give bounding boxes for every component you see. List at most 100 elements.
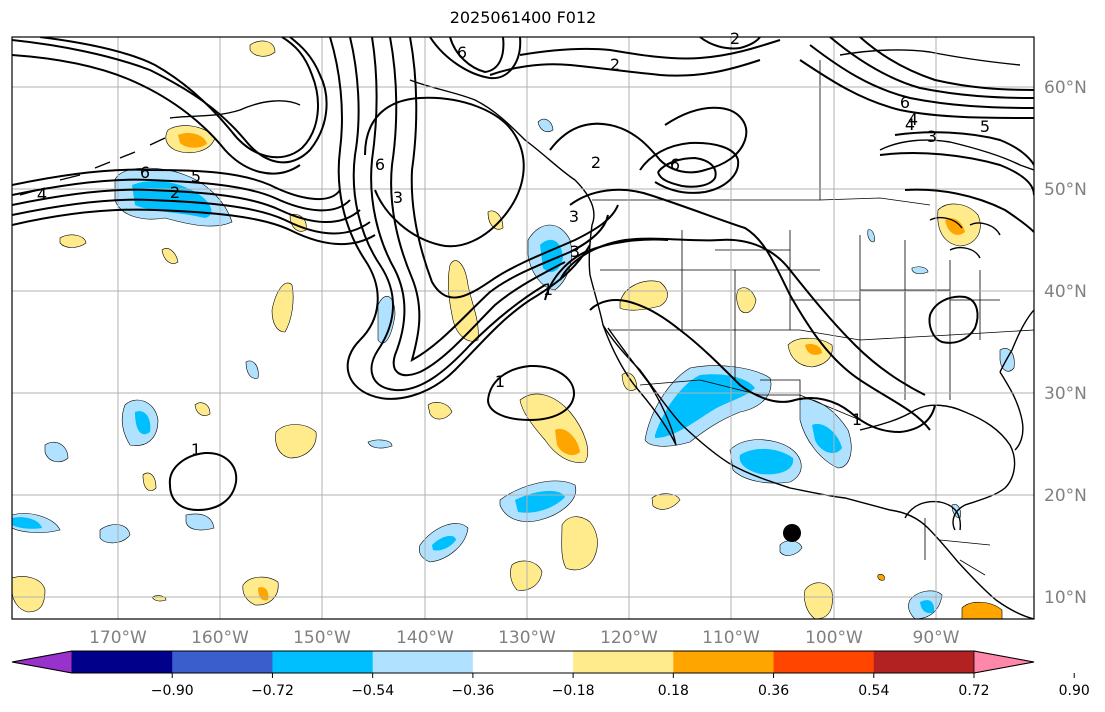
- latitude-label: 50°N: [1044, 180, 1087, 200]
- contour-line: [12, 178, 351, 212]
- yellow-area: [142, 472, 157, 491]
- great-lakes: [929, 216, 1001, 259]
- blue-area: [867, 229, 875, 243]
- contour-line: [329, 37, 591, 400]
- contour-line: [904, 188, 1034, 233]
- contour-line: [559, 237, 926, 396]
- contour-label: 4: [905, 115, 915, 134]
- contour-line: [12, 168, 341, 201]
- blue-area: [911, 266, 929, 275]
- map-title: 2025061400 F012: [449, 8, 597, 27]
- colorbar-segment: [72, 651, 173, 673]
- blue-area: [135, 411, 151, 435]
- latitude-label: 20°N: [1044, 486, 1087, 506]
- blue-area: [739, 448, 794, 475]
- north-america-coast: [409, 79, 1034, 619]
- contour-line: [364, 96, 525, 248]
- contour-line: [894, 131, 1034, 166]
- colorbar-segment: [573, 651, 674, 673]
- arctic-coast: [839, 49, 1021, 66]
- borders: [592, 60, 1034, 576]
- yellow-area: [945, 218, 965, 235]
- colorbar-outline: [11, 650, 1035, 674]
- yellow-area: [59, 234, 87, 248]
- yellow-area: [619, 280, 668, 311]
- contour-line: [639, 141, 740, 194]
- contour-line: [549, 106, 748, 174]
- yellow-area: [805, 343, 822, 355]
- contour-label: 5: [191, 167, 201, 186]
- contour-label: 2: [610, 55, 620, 74]
- yellow-area: [275, 424, 317, 459]
- contour-label: 4: [908, 110, 918, 129]
- blue-area: [12, 517, 42, 529]
- coastlines: [19, 49, 1034, 619]
- colorbar-label: −0.18: [552, 683, 595, 699]
- longitude-label: 120°W: [600, 628, 658, 648]
- yellow-area: [12, 576, 46, 613]
- contour-line: [657, 156, 717, 188]
- alaska-coast: [169, 100, 301, 119]
- colorbar-label: 0.54: [858, 683, 889, 699]
- contour-label: 3: [570, 242, 580, 261]
- yellow-area: [427, 402, 453, 420]
- contour-line: [486, 364, 576, 422]
- yellow-area: [194, 402, 211, 416]
- contour-label: 1: [191, 440, 201, 459]
- colorbar-segment: [873, 651, 975, 673]
- contour-label: 1: [495, 372, 505, 391]
- colorbar-segment: [773, 651, 875, 673]
- contour-line: [879, 152, 1034, 196]
- florida: [999, 371, 1024, 451]
- contour-line: [168, 451, 238, 512]
- colorbar-label: 0.36: [758, 683, 789, 699]
- gulf-coast: [859, 404, 1016, 531]
- longitude-label: 130°W: [498, 628, 556, 648]
- colorbar-label: 0.18: [658, 683, 689, 699]
- longitude-label: 170°W: [89, 628, 147, 648]
- contour-line: [12, 188, 361, 223]
- colorbar-label: 0.72: [958, 683, 989, 699]
- latitude-label: 60°N: [1044, 78, 1087, 98]
- blue-area: [245, 360, 259, 379]
- contour-line: [429, 37, 522, 80]
- yellow-area: [271, 282, 294, 333]
- blue-area: [432, 535, 456, 551]
- yellow-area: [510, 560, 543, 591]
- contours: [12, 37, 1034, 512]
- contour-line: [370, 37, 566, 377]
- colorbar-label: −0.54: [351, 683, 394, 699]
- contour-line: [39, 37, 319, 159]
- colorbar-label: 0.90: [1059, 683, 1090, 699]
- east-coast: [999, 309, 1034, 373]
- longitude-label: 100°W: [805, 628, 863, 648]
- blue-area: [920, 600, 935, 614]
- latitude-labels: 60°N 50°N 40°N 30°N 20°N 10°N: [1044, 78, 1087, 608]
- yellow-area: [151, 595, 167, 602]
- hudson-bay-coast: [879, 139, 1034, 171]
- yellow-area: [561, 516, 598, 571]
- colorbar-segment: [673, 651, 775, 673]
- location-marker: [783, 524, 801, 542]
- contour-label: 3: [569, 207, 579, 226]
- yellow-area: [487, 210, 504, 230]
- contour-label: 4: [37, 185, 47, 204]
- contour-label: 6: [900, 93, 910, 112]
- contour-line: [349, 37, 546, 392]
- colorbar-segment: [472, 651, 574, 673]
- contour-line: [489, 59, 761, 77]
- contour-line: [699, 37, 761, 50]
- yellow-area: [961, 601, 1003, 619]
- colorbar-label: −0.36: [451, 683, 494, 699]
- contour-label: 5: [980, 117, 990, 136]
- latitude-label: 30°N: [1044, 384, 1087, 404]
- baja-california: [602, 324, 677, 446]
- latitude-label: 40°N: [1044, 282, 1087, 302]
- yellow-area: [447, 260, 479, 342]
- contour-label: 3: [393, 188, 403, 207]
- yellow-area: [736, 287, 757, 313]
- contour-line: [449, 37, 505, 74]
- yellow-area: [249, 40, 276, 57]
